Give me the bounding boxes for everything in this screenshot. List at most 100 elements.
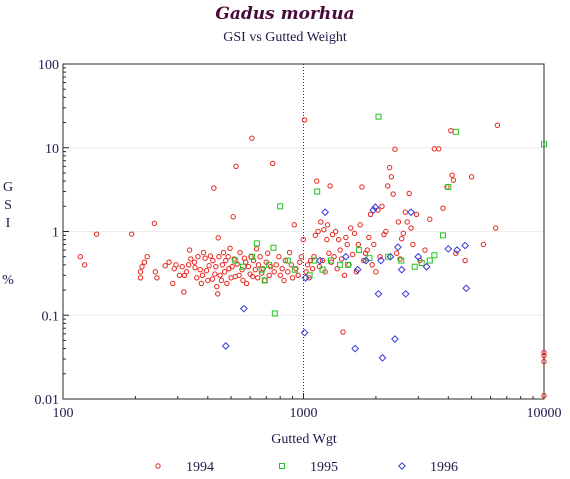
data-point-1994 [366, 234, 372, 241]
data-point-1994 [390, 191, 396, 197]
data-point-1994 [216, 254, 222, 260]
data-point-1995 [411, 263, 418, 270]
legend-label-1994: 1994 [186, 460, 214, 475]
data-point-1994 [402, 209, 408, 215]
data-point-1994 [285, 269, 291, 275]
data-point-1994 [270, 160, 276, 167]
data-point-1994 [194, 275, 200, 281]
x-tick-label: 100 [53, 406, 74, 421]
data-point-1995 [355, 247, 362, 254]
data-point-1995 [314, 188, 321, 195]
data-point-1994 [329, 231, 336, 238]
data-point-1994 [332, 228, 339, 235]
data-point-1995 [271, 310, 278, 317]
data-point-1995 [344, 261, 351, 268]
data-point-1994 [225, 254, 231, 260]
data-point-1994 [340, 329, 346, 335]
series-1995 [232, 113, 547, 317]
x-tick-label: 10000 [527, 406, 562, 421]
data-point-1994 [408, 225, 414, 231]
data-point-1994 [276, 254, 282, 260]
data-point-1996 [301, 273, 310, 282]
data-point-1996 [378, 353, 387, 362]
data-point-1994 [440, 205, 446, 211]
data-point-1994 [364, 247, 370, 253]
data-point-1994 [254, 275, 261, 281]
chart-subtitle: GSI vs Gutted Weight [223, 30, 347, 45]
data-point-1994 [361, 257, 367, 264]
data-point-1994 [331, 254, 337, 260]
data-point-1996 [221, 342, 230, 350]
data-point-1994 [186, 247, 193, 253]
data-point-1994 [252, 266, 258, 273]
x-axis-label: Gutted Wgt [271, 432, 337, 447]
data-point-1994 [312, 232, 319, 239]
data-point-1996 [377, 256, 385, 265]
data-point-1994 [224, 280, 230, 287]
data-point-1994 [231, 256, 237, 262]
data-point-1994 [273, 262, 279, 268]
data-point-1995 [337, 261, 344, 268]
series-1996 [221, 203, 471, 362]
data-point-1994 [205, 277, 211, 284]
data-point-1994 [179, 263, 185, 270]
data-point-1994 [450, 177, 457, 183]
data-point-1994 [81, 262, 88, 268]
y-tick-label: 10 [45, 142, 59, 157]
data-point-1996 [374, 289, 383, 298]
data-point-1994 [219, 262, 226, 268]
data-point-1996 [386, 252, 395, 261]
data-point-1994 [397, 256, 403, 262]
data-point-1994 [217, 272, 223, 278]
data-point-1994 [220, 249, 227, 256]
data-point-1996 [300, 328, 309, 337]
data-point-1994 [493, 225, 499, 231]
data-point-1994 [218, 277, 225, 284]
data-point-1994 [369, 262, 375, 268]
data-point-1994 [404, 219, 410, 225]
data-point-1994 [258, 270, 265, 276]
data-point-1994 [265, 250, 271, 256]
data-point-1995 [385, 253, 392, 260]
data-point-1994 [406, 190, 412, 197]
data-point-1994 [301, 117, 308, 123]
data-point-1994 [271, 269, 277, 275]
data-point-1994 [541, 358, 547, 365]
data-point-1994 [185, 262, 192, 268]
data-point-1994 [286, 249, 293, 256]
data-point-1994 [279, 265, 285, 272]
data-point-1994 [137, 275, 144, 281]
data-point-1996 [369, 206, 378, 215]
data-point-1994 [410, 241, 416, 248]
data-point-1994 [314, 178, 320, 184]
data-point-1994 [436, 146, 442, 152]
data-points [77, 113, 547, 399]
data-point-1994 [230, 214, 236, 220]
data-point-1996 [407, 208, 415, 217]
data-point-1994 [400, 230, 407, 237]
data-point-1994 [128, 231, 135, 237]
data-point-1994 [213, 263, 219, 270]
data-point-1994 [166, 259, 172, 265]
data-point-1995 [253, 240, 260, 247]
data-point-1994 [215, 235, 221, 241]
data-point-1994 [245, 263, 252, 270]
data-point-1995 [270, 244, 277, 251]
data-point-1995 [431, 252, 438, 259]
y-tick-label: 1 [52, 226, 59, 241]
data-point-1994 [453, 250, 459, 256]
data-point-1994 [367, 211, 374, 218]
data-point-1996 [315, 256, 324, 265]
data-point-1996 [321, 208, 330, 217]
data-point-1994 [266, 272, 272, 278]
data-point-1994 [137, 269, 144, 275]
data-point-1995 [439, 232, 446, 239]
data-point-1996 [353, 265, 362, 274]
data-point-1994 [209, 276, 216, 282]
data-point-1995 [319, 266, 326, 273]
data-point-1994 [240, 277, 246, 284]
data-point-1994 [293, 265, 299, 272]
data-point-1994 [357, 222, 363, 228]
data-point-1994 [327, 183, 333, 189]
data-point-1996 [444, 244, 453, 253]
